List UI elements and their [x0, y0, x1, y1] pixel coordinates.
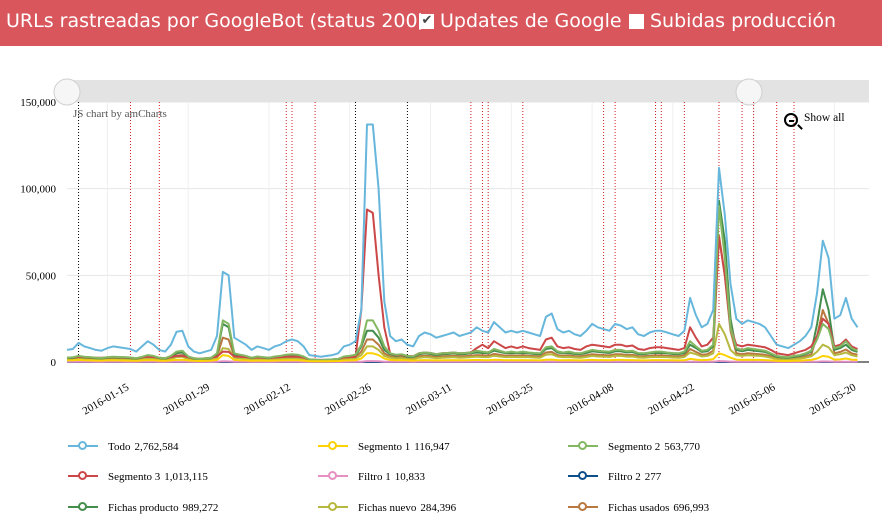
legend-value: 989,272 — [182, 502, 219, 514]
series-line-todo — [66, 123, 859, 358]
legend-marker-icon — [318, 502, 348, 511]
check-icon: ✔ — [421, 13, 433, 28]
x-tick-label: 2016-05-20 — [808, 381, 859, 417]
legend-label: Filtro 2 — [608, 471, 641, 483]
scrollbar-right-grip — [735, 78, 763, 106]
legend-item-filtro-2[interactable]: Filtro 2 277 — [568, 471, 661, 483]
legend-item-fichas-producto[interactable]: Fichas producto 989,272 — [68, 502, 218, 514]
legend-value: 277 — [644, 471, 662, 483]
legend-item-segmento-2[interactable]: Segmento 2 563,770 — [568, 441, 700, 453]
amcharts-credit[interactable]: JS chart by amCharts — [73, 108, 167, 120]
y-tick-label: 0 — [51, 357, 57, 369]
legend-value: 1,013,115 — [164, 471, 208, 483]
series-line-segmento-1 — [67, 352, 858, 363]
legend-marker-icon — [318, 471, 348, 480]
legend-item-fichas-usados[interactable]: Fichas usados 696,993 — [568, 502, 709, 514]
y-tick-label: 100,000 — [20, 184, 56, 196]
x-tick-label: 2016-02-26 — [323, 381, 374, 417]
legend-value: 116,947 — [414, 441, 450, 453]
legend-label: Segmento 3 — [108, 471, 161, 483]
legend-label: Fichas nuevo — [358, 502, 417, 514]
legend-marker-icon — [68, 502, 98, 511]
legend-value: 2,762,584 — [134, 441, 179, 453]
legend-value: 696,993 — [673, 502, 710, 514]
x-tick-label: 2016-04-22 — [646, 381, 696, 417]
legend-label: Fichas producto — [108, 502, 179, 514]
legend-item-filtro-1[interactable]: Filtro 1 10,833 — [318, 471, 425, 483]
legend-marker-icon — [68, 441, 98, 450]
legend-item-segmento-3[interactable]: Segmento 3 1,013,115 — [68, 471, 208, 483]
legend-marker-icon — [68, 471, 98, 480]
google-updates-toggle[interactable]: ✔ Updates de Google — [419, 10, 622, 32]
zoom-out-icon — [784, 113, 798, 127]
production-releases-checkbox[interactable] — [629, 14, 644, 29]
chart-title: URLs rastreadas por GoogleBot (status 20… — [6, 10, 432, 32]
legend-item-todo[interactable]: Todo 2,762,584 — [68, 441, 178, 453]
legend-label: Todo — [108, 441, 131, 453]
scrollbar-track — [67, 80, 869, 102]
x-tick-label: 2016-03-25 — [485, 381, 536, 417]
series-line-segmento-2 — [66, 205, 858, 362]
legend-value: 284,396 — [420, 502, 457, 514]
series-line-fichas-producto — [66, 199, 858, 362]
x-tick-label: 2016-03-11 — [404, 381, 454, 417]
google-updates-checkbox[interactable]: ✔ — [419, 13, 434, 29]
y-tick-label: 150,000 — [20, 97, 56, 109]
x-tick-label: 2016-01-15 — [81, 381, 132, 417]
y-tick-label: 50,000 — [26, 270, 57, 282]
legend-item-fichas-nuevo[interactable]: Fichas nuevo 284,396 — [318, 502, 456, 514]
legend-marker-icon — [568, 502, 598, 511]
line-chart: 150,000 100,000 50,000 0 2016-01-15 2016-01-2… — [20, 78, 869, 417]
show-all-button[interactable]: Show all — [784, 112, 845, 127]
google-updates-label: Updates de Google — [440, 10, 622, 32]
production-releases-label: Subidas producción — [650, 10, 837, 32]
legend-label: Segmento 2 — [608, 441, 661, 453]
show-all-label: Show all — [804, 112, 845, 124]
x-tick-label: 2016-05-06 — [727, 381, 778, 417]
legend-label: Filtro 1 — [358, 471, 391, 483]
production-releases-toggle[interactable]: Subidas producción — [629, 10, 836, 32]
legend-label: Segmento 1 — [358, 441, 411, 453]
chart-header: URLs rastreadas por GoogleBot (status 20… — [0, 0, 882, 46]
legend-item-segmento-1[interactable]: Segmento 1 116,947 — [318, 441, 450, 453]
x-tick-label: 2016-02-12 — [242, 381, 292, 417]
legend-value: 10,833 — [394, 471, 425, 483]
legend-marker-icon — [568, 471, 598, 480]
x-tick-label: 2016-01-29 — [161, 381, 212, 417]
legend-label: Fichas usados — [608, 502, 670, 514]
legend-marker-icon — [318, 441, 348, 450]
legend-value: 563,770 — [664, 441, 700, 453]
x-tick-label: 2016-04-08 — [565, 381, 616, 417]
legend-marker-icon — [568, 441, 598, 450]
scrollbar-left-grip — [53, 78, 81, 106]
